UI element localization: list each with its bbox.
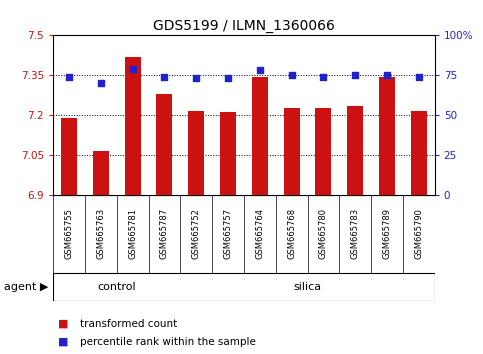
Point xyxy=(192,76,200,81)
Bar xyxy=(61,118,77,195)
Point xyxy=(97,80,105,86)
Text: control: control xyxy=(98,282,136,292)
Bar xyxy=(411,111,427,195)
Text: GSM665755: GSM665755 xyxy=(65,208,73,259)
Text: ■: ■ xyxy=(58,319,69,329)
Text: GSM665789: GSM665789 xyxy=(383,208,392,259)
Text: GSM665763: GSM665763 xyxy=(96,208,105,259)
Text: GSM665780: GSM665780 xyxy=(319,208,328,259)
Text: GSM665764: GSM665764 xyxy=(256,208,264,259)
Point xyxy=(256,68,264,73)
Point xyxy=(288,72,296,78)
Point xyxy=(160,74,168,80)
Text: GSM665787: GSM665787 xyxy=(160,208,169,259)
Text: percentile rank within the sample: percentile rank within the sample xyxy=(80,337,256,347)
Bar xyxy=(252,76,268,195)
Text: transformed count: transformed count xyxy=(80,319,177,329)
Text: ■: ■ xyxy=(58,337,69,347)
Bar xyxy=(347,106,363,195)
Point xyxy=(129,66,137,72)
Bar xyxy=(125,57,141,195)
Point xyxy=(65,74,73,80)
Text: GSM665757: GSM665757 xyxy=(224,208,232,259)
Text: GSM665783: GSM665783 xyxy=(351,208,360,259)
Text: GSM665781: GSM665781 xyxy=(128,208,137,259)
Text: silica: silica xyxy=(294,282,322,292)
Point xyxy=(320,74,327,80)
Text: GSM665768: GSM665768 xyxy=(287,208,296,259)
Text: agent ▶: agent ▶ xyxy=(4,282,48,292)
Title: GDS5199 / ILMN_1360066: GDS5199 / ILMN_1360066 xyxy=(153,19,335,33)
Bar xyxy=(220,113,236,195)
Bar xyxy=(93,151,109,195)
Text: GSM665790: GSM665790 xyxy=(414,208,423,259)
Bar xyxy=(156,94,172,195)
Point xyxy=(351,72,359,78)
Point xyxy=(224,76,232,81)
Text: GSM665752: GSM665752 xyxy=(192,208,201,259)
Bar xyxy=(188,111,204,195)
Point xyxy=(383,72,391,78)
Bar xyxy=(379,76,395,195)
Bar xyxy=(315,108,331,195)
Bar xyxy=(284,108,299,195)
Point xyxy=(415,74,423,80)
